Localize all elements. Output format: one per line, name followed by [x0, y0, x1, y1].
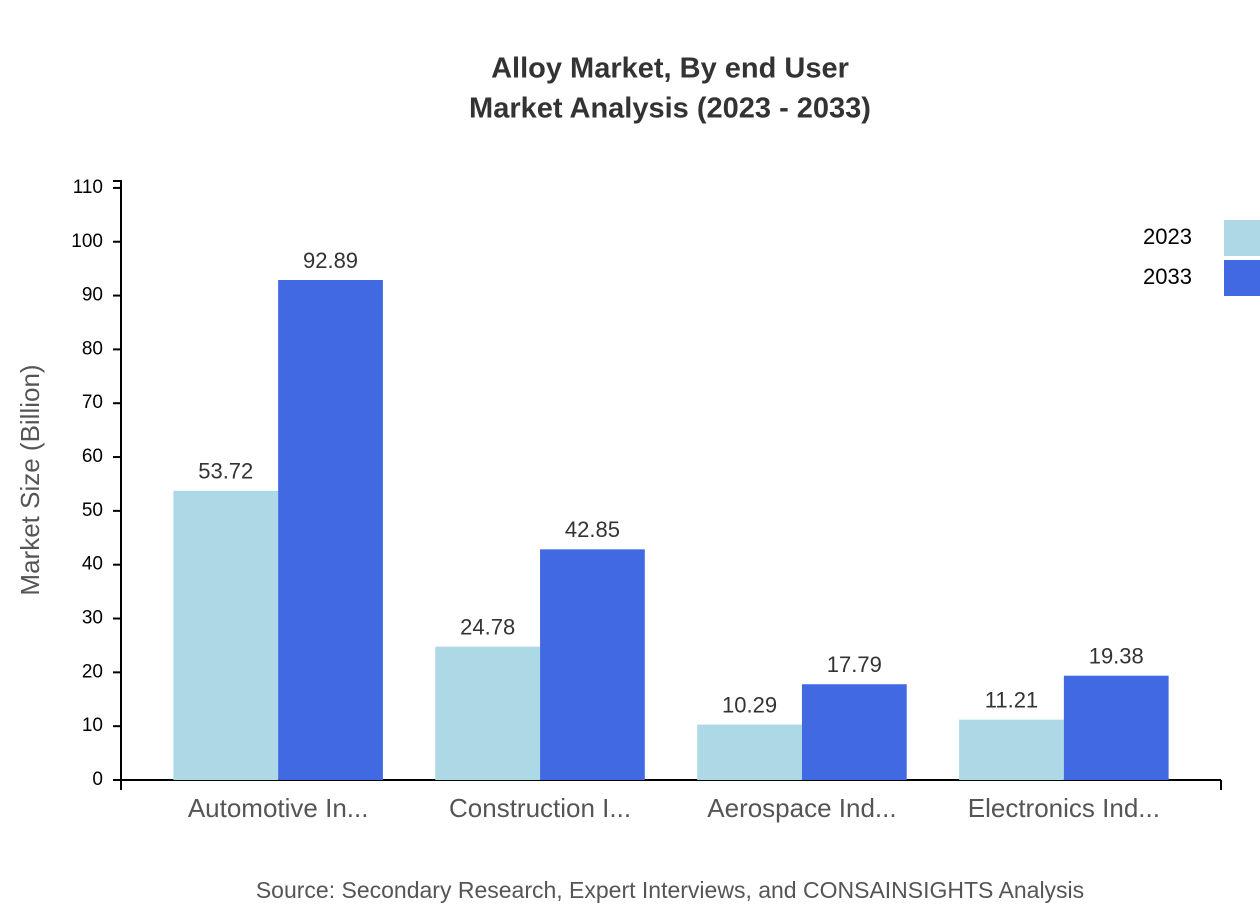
y-axis-label: Market Size (Billion) [15, 364, 45, 595]
y-tick-label: 50 [82, 500, 103, 521]
y-tick-label: 30 [82, 608, 103, 629]
y-tick-label: 60 [82, 446, 103, 467]
y-tick-label: 0 [92, 769, 103, 790]
chart-title: Alloy Market, By end User [491, 53, 849, 85]
value-label: 19.38 [1089, 643, 1144, 668]
y-tick-label: 80 [82, 338, 103, 359]
x-tick-label: Automotive In... [188, 793, 369, 823]
y-tick-label: 40 [82, 554, 103, 575]
value-label: 17.79 [827, 652, 882, 677]
legend-swatch [1224, 260, 1260, 296]
y-tick-label: 70 [82, 392, 103, 413]
legend-swatch [1224, 220, 1260, 256]
value-label: 42.85 [565, 517, 620, 542]
x-tick-label: Electronics Ind... [968, 793, 1160, 823]
legend-label: 2033 [1143, 264, 1192, 289]
y-tick-label: 90 [82, 285, 103, 306]
value-label: 53.72 [198, 459, 253, 484]
value-label: 92.89 [303, 248, 358, 273]
bar [540, 549, 645, 780]
source-note: Source: Secondary Research, Expert Inter… [256, 877, 1084, 903]
bar [435, 646, 541, 780]
value-label: 10.29 [722, 692, 777, 717]
bar [173, 490, 279, 780]
y-tick-label: 10 [82, 715, 103, 736]
value-label: 24.78 [460, 614, 515, 639]
y-tick-label: 20 [82, 661, 103, 682]
bar [959, 719, 1064, 780]
bar [697, 724, 802, 780]
y-tick-label: 100 [71, 231, 103, 252]
bar [801, 684, 907, 780]
y-tick-label: 110 [73, 177, 103, 198]
bar [278, 280, 383, 780]
legend-label: 2023 [1143, 224, 1192, 249]
bar [1063, 675, 1169, 780]
x-tick-label: Aerospace Ind... [707, 793, 896, 823]
x-tick-label: Construction I... [449, 793, 631, 823]
value-label: 11.21 [985, 687, 1038, 712]
chart-subtitle: Market Analysis (2023 - 2033) [469, 93, 871, 125]
